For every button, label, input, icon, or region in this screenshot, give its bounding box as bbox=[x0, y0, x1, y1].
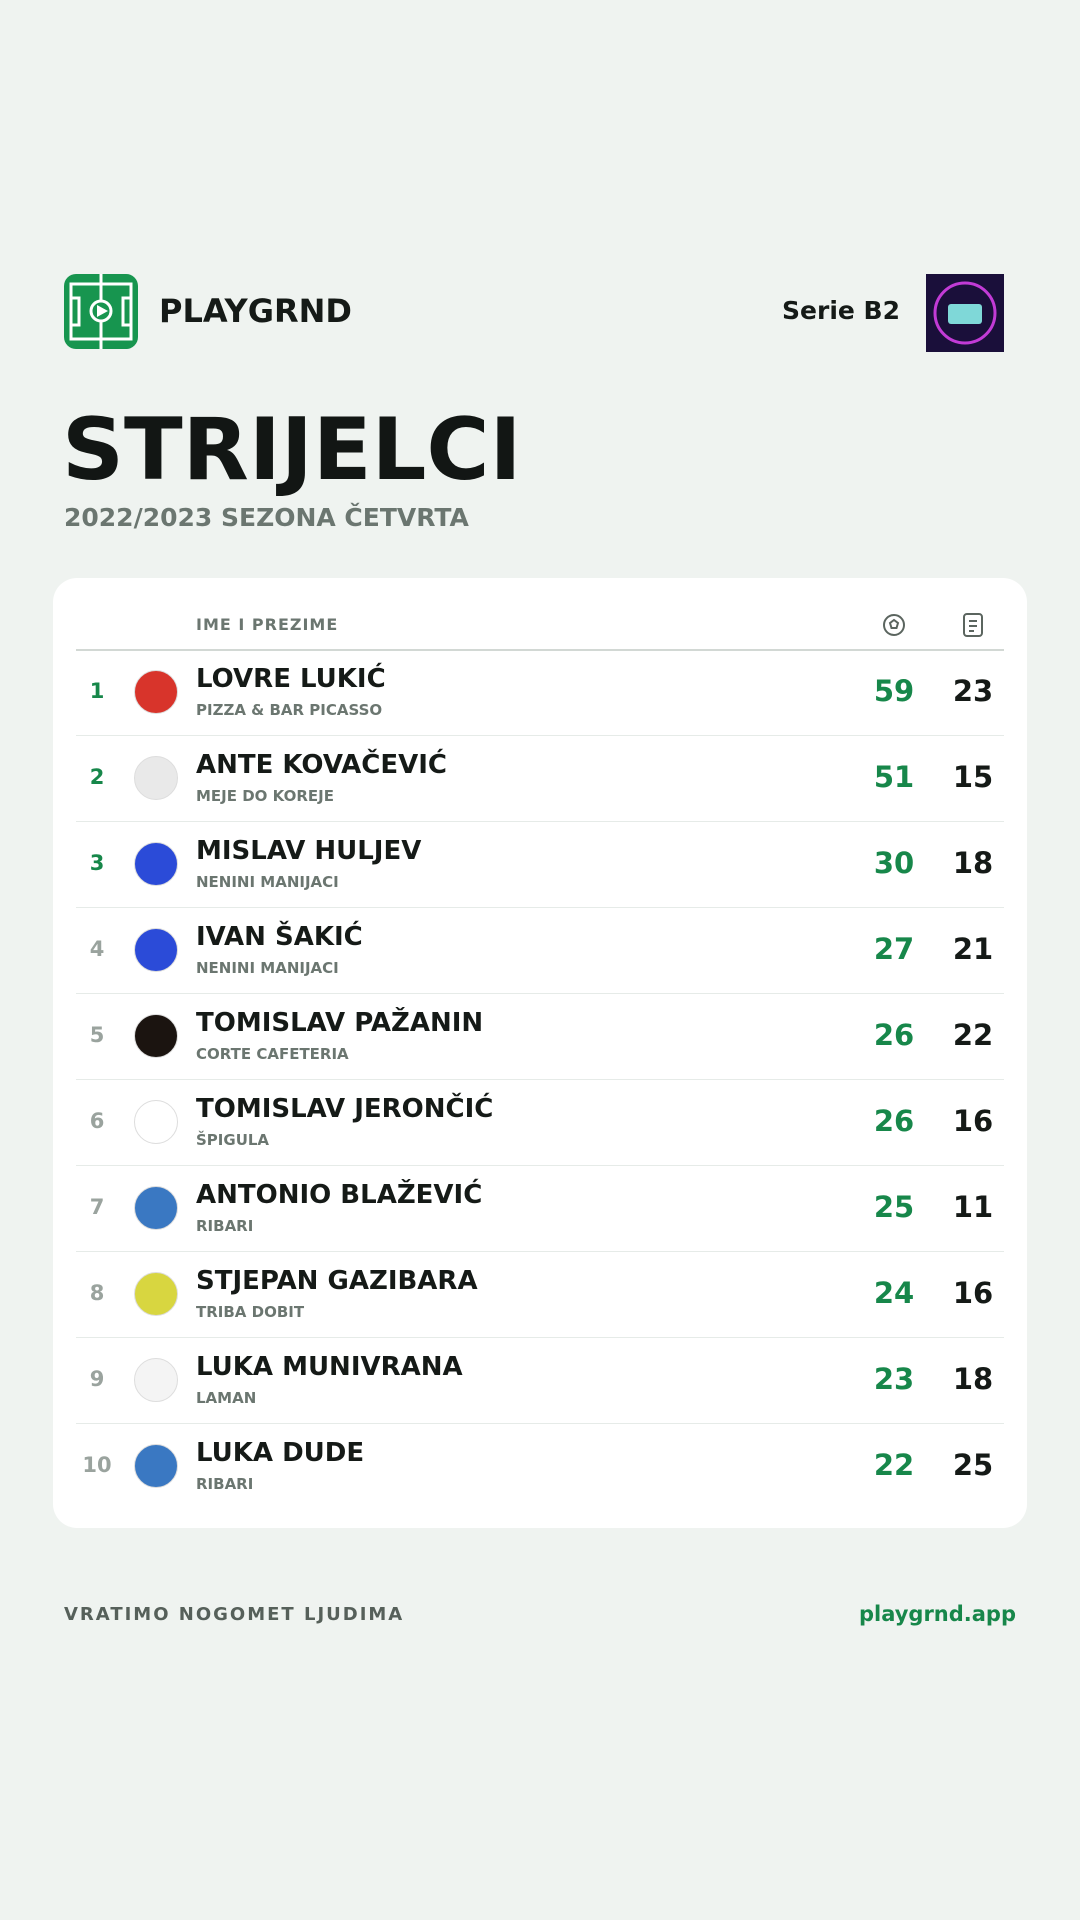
team-logo bbox=[134, 842, 178, 886]
header-divider bbox=[76, 649, 1004, 651]
rank: 10 bbox=[82, 1453, 112, 1477]
site-link: playgrnd.app bbox=[858, 1602, 1016, 1626]
table-card bbox=[53, 578, 1027, 1528]
league: Serie B2 bbox=[782, 296, 900, 325]
player-name: ANTONIO BLAŽEVIĆ bbox=[196, 1180, 483, 1210]
apps-icon bbox=[963, 613, 983, 637]
column-header: IME I PREZIME bbox=[196, 615, 339, 634]
rank: 7 bbox=[89, 1195, 105, 1219]
appearances: 25 bbox=[952, 1448, 994, 1482]
row-divider bbox=[76, 1165, 1004, 1166]
goals: 27 bbox=[873, 932, 915, 966]
team-logo bbox=[134, 1272, 178, 1316]
appearances: 16 bbox=[952, 1276, 994, 1310]
row-divider bbox=[76, 821, 1004, 822]
row-divider bbox=[76, 735, 1004, 736]
team-logo bbox=[134, 1444, 178, 1488]
goals-icon bbox=[883, 614, 905, 636]
team-name: NENINI MANIJACI bbox=[196, 959, 339, 977]
team-name: CORTE CAFETERIA bbox=[196, 1045, 349, 1063]
team-name: RIBARI bbox=[196, 1217, 254, 1235]
row-divider bbox=[76, 993, 1004, 994]
player-name: IVAN ŠAKIĆ bbox=[196, 922, 363, 952]
player-name: MISLAV HULJEV bbox=[196, 836, 422, 866]
rank: 9 bbox=[89, 1367, 105, 1391]
player-name: TOMISLAV JERONČIĆ bbox=[196, 1094, 494, 1124]
team-logo bbox=[134, 1014, 178, 1058]
team-name: TRIBA DOBIT bbox=[196, 1303, 305, 1321]
goals: 26 bbox=[873, 1018, 915, 1052]
team-logo bbox=[134, 1186, 178, 1230]
appearances: 16 bbox=[952, 1104, 994, 1138]
goals: 22 bbox=[873, 1448, 915, 1482]
goals: 23 bbox=[873, 1362, 915, 1396]
player-name: TOMISLAV PAŽANIN bbox=[196, 1008, 484, 1038]
team-name: RIBARI bbox=[196, 1475, 254, 1493]
brand-logo bbox=[64, 274, 138, 349]
appearances: 21 bbox=[952, 932, 994, 966]
rank: 2 bbox=[89, 765, 105, 789]
goals: 30 bbox=[873, 846, 915, 880]
subtitle: 2022/2023 SEZONA ČETVRTA bbox=[64, 503, 469, 532]
goals: 59 bbox=[873, 674, 915, 708]
player-name: LUKA MUNIVRANA bbox=[196, 1352, 463, 1382]
row-divider bbox=[76, 1251, 1004, 1252]
team-name: ŠPIGULA bbox=[196, 1131, 270, 1149]
team-name: LAMAN bbox=[196, 1389, 257, 1407]
team-name: NENINI MANIJACI bbox=[196, 873, 339, 891]
rank: 3 bbox=[89, 851, 105, 875]
row-divider bbox=[76, 1337, 1004, 1338]
rank: 4 bbox=[89, 937, 105, 961]
row-divider bbox=[76, 1423, 1004, 1424]
player-name: STJEPAN GAZIBARA bbox=[196, 1266, 478, 1296]
slogan: VRATIMO NOGOMET LJUDIMA bbox=[64, 1604, 405, 1625]
goals: 26 bbox=[873, 1104, 915, 1138]
brand: PLAYGRND bbox=[159, 292, 352, 330]
player-name: ANTE KOVAČEVIĆ bbox=[196, 750, 448, 780]
team-logo bbox=[134, 1358, 178, 1402]
row-divider bbox=[76, 907, 1004, 908]
rank: 1 bbox=[89, 679, 105, 703]
player-name: LUKA DUDE bbox=[196, 1438, 365, 1468]
team-logo bbox=[134, 1100, 178, 1144]
league-badge bbox=[926, 274, 1004, 352]
goals: 24 bbox=[873, 1276, 915, 1310]
rank: 6 bbox=[89, 1109, 105, 1133]
team-logo bbox=[134, 928, 178, 972]
team-name: PIZZA & BAR PICASSO bbox=[196, 701, 383, 719]
appearances: 23 bbox=[952, 674, 994, 708]
rank: 8 bbox=[89, 1281, 105, 1305]
appearances: 11 bbox=[952, 1190, 994, 1224]
appearances: 15 bbox=[952, 760, 994, 794]
player-name: LOVRE LUKIĆ bbox=[196, 664, 386, 694]
team-logo bbox=[134, 670, 178, 714]
goals: 51 bbox=[873, 760, 915, 794]
title: STRIJELCI bbox=[62, 400, 522, 500]
appearances: 18 bbox=[952, 846, 994, 880]
team-name: MEJE DO KOREJE bbox=[196, 787, 334, 805]
appearances: 18 bbox=[952, 1362, 994, 1396]
goals: 25 bbox=[873, 1190, 915, 1224]
appearances: 22 bbox=[952, 1018, 994, 1052]
row-divider bbox=[76, 1079, 1004, 1080]
team-logo bbox=[134, 756, 178, 800]
rank: 5 bbox=[89, 1023, 105, 1047]
